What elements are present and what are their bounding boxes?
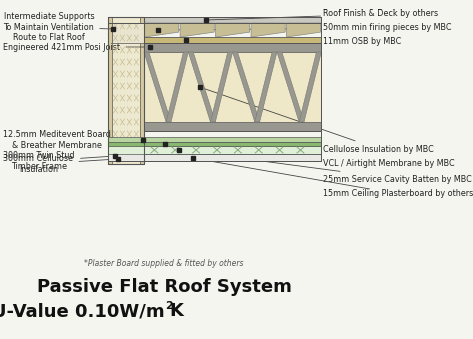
- Bar: [108, 146, 144, 154]
- Bar: [144, 154, 321, 161]
- Bar: [144, 43, 321, 131]
- Polygon shape: [233, 52, 260, 122]
- Bar: [144, 146, 321, 154]
- Bar: [144, 122, 321, 131]
- Text: 11mm OSB by MBC: 11mm OSB by MBC: [188, 37, 402, 45]
- Text: Cellulose Insulation by MBC: Cellulose Insulation by MBC: [202, 88, 434, 154]
- Polygon shape: [210, 52, 233, 122]
- Polygon shape: [180, 23, 214, 37]
- Text: *Plaster Board supplied & fitted by others: *Plaster Board supplied & fitted by othe…: [84, 259, 244, 268]
- Bar: [144, 17, 321, 23]
- Bar: [108, 17, 144, 164]
- Bar: [140, 17, 144, 164]
- Text: Intermediate Supports
To Maintain Ventilation
Route to Flat Roof: Intermediate Supports To Maintain Ventil…: [3, 12, 111, 42]
- Bar: [108, 137, 144, 142]
- Polygon shape: [251, 23, 285, 37]
- Polygon shape: [255, 52, 277, 122]
- Text: Engineered 421mm Posi Joist: Engineered 421mm Posi Joist: [3, 42, 147, 52]
- Bar: [108, 17, 112, 164]
- Polygon shape: [299, 52, 321, 122]
- Text: K: K: [170, 302, 184, 320]
- Text: 2: 2: [165, 301, 173, 311]
- Text: 50mm min firing pieces by MBC: 50mm min firing pieces by MBC: [161, 23, 452, 33]
- Polygon shape: [277, 52, 304, 122]
- Text: Roof Finish & Deck by others: Roof Finish & Deck by others: [209, 9, 438, 20]
- Text: VCL / Airtight Membrane by MBC: VCL / Airtight Membrane by MBC: [167, 144, 455, 168]
- Bar: [144, 137, 321, 142]
- Polygon shape: [287, 23, 321, 37]
- Bar: [144, 43, 321, 131]
- Polygon shape: [144, 52, 171, 122]
- Text: 300mm Cellulose
Insulation: 300mm Cellulose Insulation: [3, 154, 115, 174]
- Polygon shape: [166, 52, 188, 122]
- Text: U-Value 0.10W/m: U-Value 0.10W/m: [0, 302, 164, 320]
- Text: Roof Finish & Deck by others: Roof Finish & Deck by others: [324, 9, 438, 19]
- Polygon shape: [145, 23, 179, 37]
- Bar: [108, 142, 144, 146]
- Bar: [144, 43, 321, 52]
- Bar: [108, 17, 144, 164]
- Text: 25mm Service Cavity Batten by MBC: 25mm Service Cavity Batten by MBC: [182, 151, 472, 183]
- Text: 300mm Twin Stud
Timber Frame: 300mm Twin Stud Timber Frame: [3, 151, 113, 171]
- Text: 15mm Ceiling Plasterboard by others: 15mm Ceiling Plasterboard by others: [195, 158, 473, 199]
- Text: 12.5mm Meditevent Board
& Breather Membrane: 12.5mm Meditevent Board & Breather Membr…: [3, 130, 140, 150]
- Polygon shape: [216, 23, 250, 37]
- Bar: [144, 37, 321, 43]
- Bar: [112, 23, 144, 43]
- Polygon shape: [188, 52, 215, 122]
- Bar: [144, 142, 321, 146]
- Bar: [108, 154, 144, 161]
- Text: Passive Flat Roof System: Passive Flat Roof System: [37, 278, 291, 296]
